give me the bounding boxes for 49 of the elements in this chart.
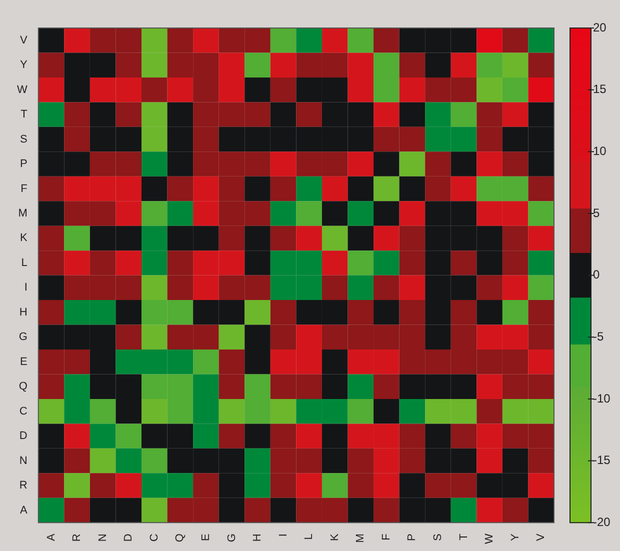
y-tick-label: R xyxy=(19,480,28,492)
y-tick-label: M xyxy=(18,208,28,220)
y-tick-label: V xyxy=(20,34,28,46)
x-tick-label: S xyxy=(432,534,444,541)
x-tick-label: A xyxy=(45,532,58,541)
y-tick-label: S xyxy=(20,133,28,146)
y-tick-label: P xyxy=(20,158,28,170)
y-tick-label: F xyxy=(20,182,28,195)
x-tick-label: W xyxy=(484,533,496,544)
y-tick-label: Q xyxy=(18,380,28,393)
color-bar-label: 20 xyxy=(593,20,607,34)
y-tick-label: G xyxy=(18,331,28,344)
x-tick-label: F xyxy=(380,533,392,540)
color-bar-label: -10 xyxy=(593,391,611,406)
y-tick-label: D xyxy=(19,430,28,442)
x-tick-label: R xyxy=(71,534,84,542)
color-bar-label: -15 xyxy=(593,453,611,468)
color-bar-label: -5 xyxy=(593,329,604,344)
color-bar-label: 10 xyxy=(593,144,607,158)
y-tick-label: T xyxy=(20,108,28,121)
x-tick-label: M xyxy=(354,534,367,543)
color-bar-label: -20 xyxy=(593,514,611,529)
x-tick-label: H xyxy=(252,534,264,542)
x-tick-label: E xyxy=(200,534,212,541)
x-tick-label: K xyxy=(328,532,341,541)
y-tick-label: K xyxy=(20,232,28,244)
y-tick-label: H xyxy=(19,306,28,318)
x-tick-label: P xyxy=(406,534,418,541)
color-bar-label: 0 xyxy=(593,268,600,282)
x-tick-label: G xyxy=(226,534,238,542)
y-tick-label: A xyxy=(20,504,28,516)
x-tick-label: Q xyxy=(174,533,186,542)
x-tick-label: D xyxy=(122,534,135,542)
x-tick-label: I xyxy=(277,534,290,537)
color-bar-label: 5 xyxy=(593,206,600,220)
x-tick-label: Y xyxy=(509,532,522,541)
y-tick-label: W xyxy=(16,84,28,96)
x-tick-label: V xyxy=(535,532,548,541)
x-tick-label: L xyxy=(303,534,316,540)
y-tick-label: C xyxy=(19,405,28,418)
y-tick-label: L xyxy=(21,256,28,269)
y-tick-label: Y xyxy=(20,59,28,72)
y-tick-label: E xyxy=(20,356,28,368)
x-tick-label: N xyxy=(96,534,109,542)
x-tick-label: C xyxy=(148,534,160,542)
color-bar-label: 15 xyxy=(593,82,607,96)
y-tick-label: I xyxy=(24,282,28,294)
y-tick-label: N xyxy=(19,454,28,467)
x-tick-label: T xyxy=(458,533,470,540)
